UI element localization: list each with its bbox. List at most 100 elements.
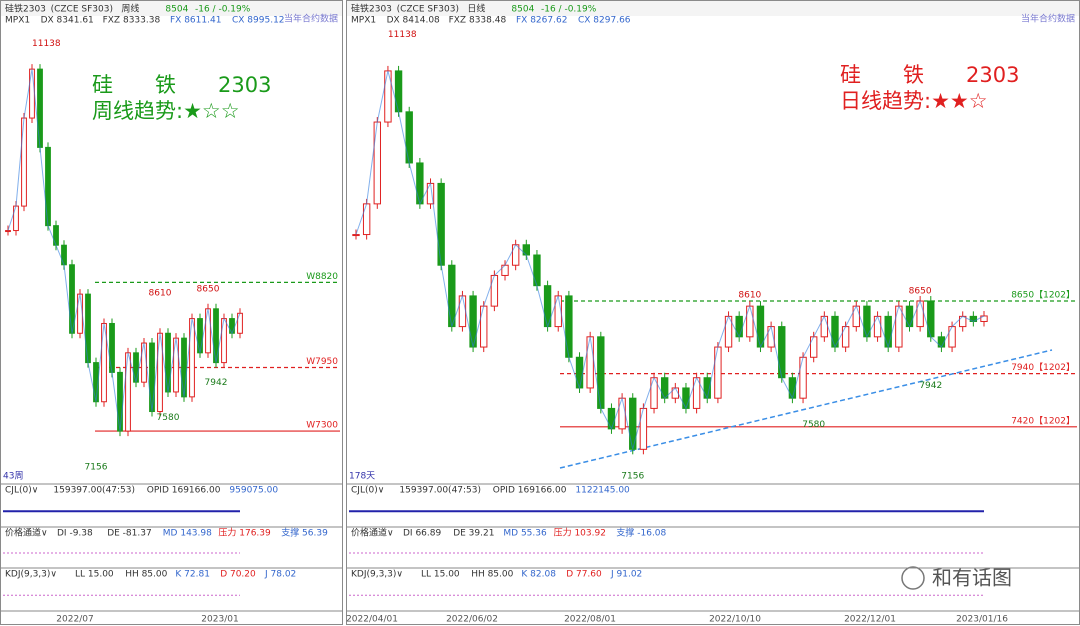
candle: [895, 305, 903, 348]
sub-panel-label: DE -81.37: [107, 529, 152, 539]
header-contract: (CZCE SF303): [51, 5, 113, 15]
price-level-label: 7940【1202】: [1011, 362, 1075, 373]
price-level-label: 7420【1202】: [1011, 415, 1075, 426]
candle: [639, 407, 648, 450]
candle: [660, 377, 669, 399]
sub-panel-label: DI -9.38: [57, 529, 93, 539]
bar-count: 43周: [3, 471, 23, 482]
candle: [437, 182, 445, 266]
header-price: 8504: [165, 5, 188, 15]
sub-panel-label: 959075.00: [229, 486, 278, 496]
sub-panel-label: K 82.08: [521, 570, 556, 580]
candle: [884, 315, 892, 348]
header-symbol: 硅铁2303: [5, 3, 46, 15]
sub-panel-label: OPID 169166.00: [147, 486, 221, 496]
header-contract: (CZCE SF303): [397, 5, 459, 15]
candle: [448, 264, 456, 328]
price-mark: 7580: [802, 420, 825, 430]
candle: [905, 305, 914, 328]
sub-panel-label: MD 143.98: [163, 529, 212, 539]
price-level-label: W8820: [306, 272, 338, 282]
panel: 硅铁2303 (CZCE SF303) 日线 8504 -16 / -0.19% 当年合约…: [346, 1, 1079, 625]
panel: 硅铁2303 (CZCE SF303) 周线 8504 -16 / -0.19% 当年合约…: [1, 1, 342, 625]
candle: [778, 326, 786, 379]
sub-panel-label: DI 66.89: [403, 529, 441, 539]
indicator-item: FXZ 8333.38: [103, 16, 161, 26]
price-mark: 11138: [388, 30, 417, 40]
candle: [841, 326, 850, 348]
candle: [5, 230, 11, 233]
date-label: 2022/10/10: [709, 615, 761, 625]
candle: [362, 203, 371, 236]
header-bar: [1, 1, 342, 16]
price-level-label: W7950: [306, 357, 338, 367]
candle: [852, 305, 860, 328]
date-label: 2022/08/01: [564, 615, 616, 625]
price-mark: 8610: [149, 288, 172, 298]
indicator-item: DX 8341.61: [41, 16, 94, 26]
sub-panel-label: 压力 103.92: [554, 527, 606, 539]
indicator-name: MPX1: [351, 16, 376, 26]
candle: [873, 315, 882, 338]
sub-panel-label: D 77.60: [566, 570, 602, 580]
candle: [948, 326, 956, 348]
watermark-text: 和有话图: [932, 566, 1012, 590]
candle: [820, 315, 829, 338]
sub-panel-label: KDJ(9,3,3)∨: [5, 570, 57, 580]
candle: [799, 356, 807, 399]
candle: [352, 234, 360, 237]
date-label: 2023/01/16: [956, 615, 1008, 625]
price-mark: 11138: [32, 39, 61, 49]
indicator-item: FX 8611.41: [170, 16, 221, 26]
sub-panel-label: J 91.02: [610, 570, 642, 580]
indicator-name: MPX1: [5, 16, 30, 26]
price-mark: 7156: [85, 463, 108, 473]
trend-title: 日线趋势:★★☆: [840, 89, 988, 113]
price-mark: 7942: [205, 378, 228, 388]
indicator-item: CX 8297.66: [578, 16, 631, 26]
indicator-item: CX 8995.12: [232, 16, 285, 26]
date-label: 2023/01: [201, 615, 238, 625]
price-mark: 7942: [919, 381, 942, 391]
sub-panel-label: 159397.00(47:53): [53, 486, 135, 496]
sub-panel-label: MD 55.36: [503, 529, 547, 539]
candle: [714, 346, 722, 399]
candle: [480, 305, 488, 348]
candle: [533, 254, 541, 287]
price-mark: 7580: [157, 413, 180, 423]
sub-panel-label: DE 39.21: [453, 529, 494, 539]
candle: [458, 295, 467, 328]
header-bar: [347, 1, 1079, 16]
date-label: 2022/12/01: [844, 615, 896, 625]
candle: [607, 407, 616, 430]
header-period: 日线: [467, 3, 485, 15]
candle: [490, 274, 499, 307]
sub-panel-label: OPID 169166.00: [493, 486, 567, 496]
close-line: [355, 70, 985, 450]
candle: [916, 300, 924, 328]
sub-panel-label: 价格通道∨: [351, 527, 394, 539]
candle: [511, 244, 520, 266]
indicator-item: FX 8267.62: [516, 16, 567, 26]
candle: [756, 305, 765, 348]
sub-panel-label: LL 15.00: [75, 570, 114, 580]
header-price: 8504: [511, 5, 534, 15]
indicator-item: DX 8414.08: [387, 16, 440, 26]
sub-panel-label: 价格通道∨: [5, 527, 48, 539]
candle: [746, 305, 754, 338]
date-label: 2022/07: [56, 615, 93, 625]
price-level-label: W7300: [306, 421, 338, 431]
sub-panel-label: 159397.00(47:53): [399, 486, 481, 496]
date-label: 2022/06/02: [446, 615, 498, 625]
watermark-icon: [901, 566, 925, 590]
candle: [682, 387, 690, 409]
candle: [980, 315, 988, 322]
candle: [405, 111, 413, 164]
header-period: 周线: [121, 3, 139, 15]
sub-panel-label: CJL(0)∨: [5, 486, 38, 496]
close-line: [7, 69, 241, 432]
header-note: 当年合约数据: [1021, 13, 1075, 25]
candle: [416, 162, 424, 205]
header-note: 当年合约数据: [284, 13, 338, 25]
